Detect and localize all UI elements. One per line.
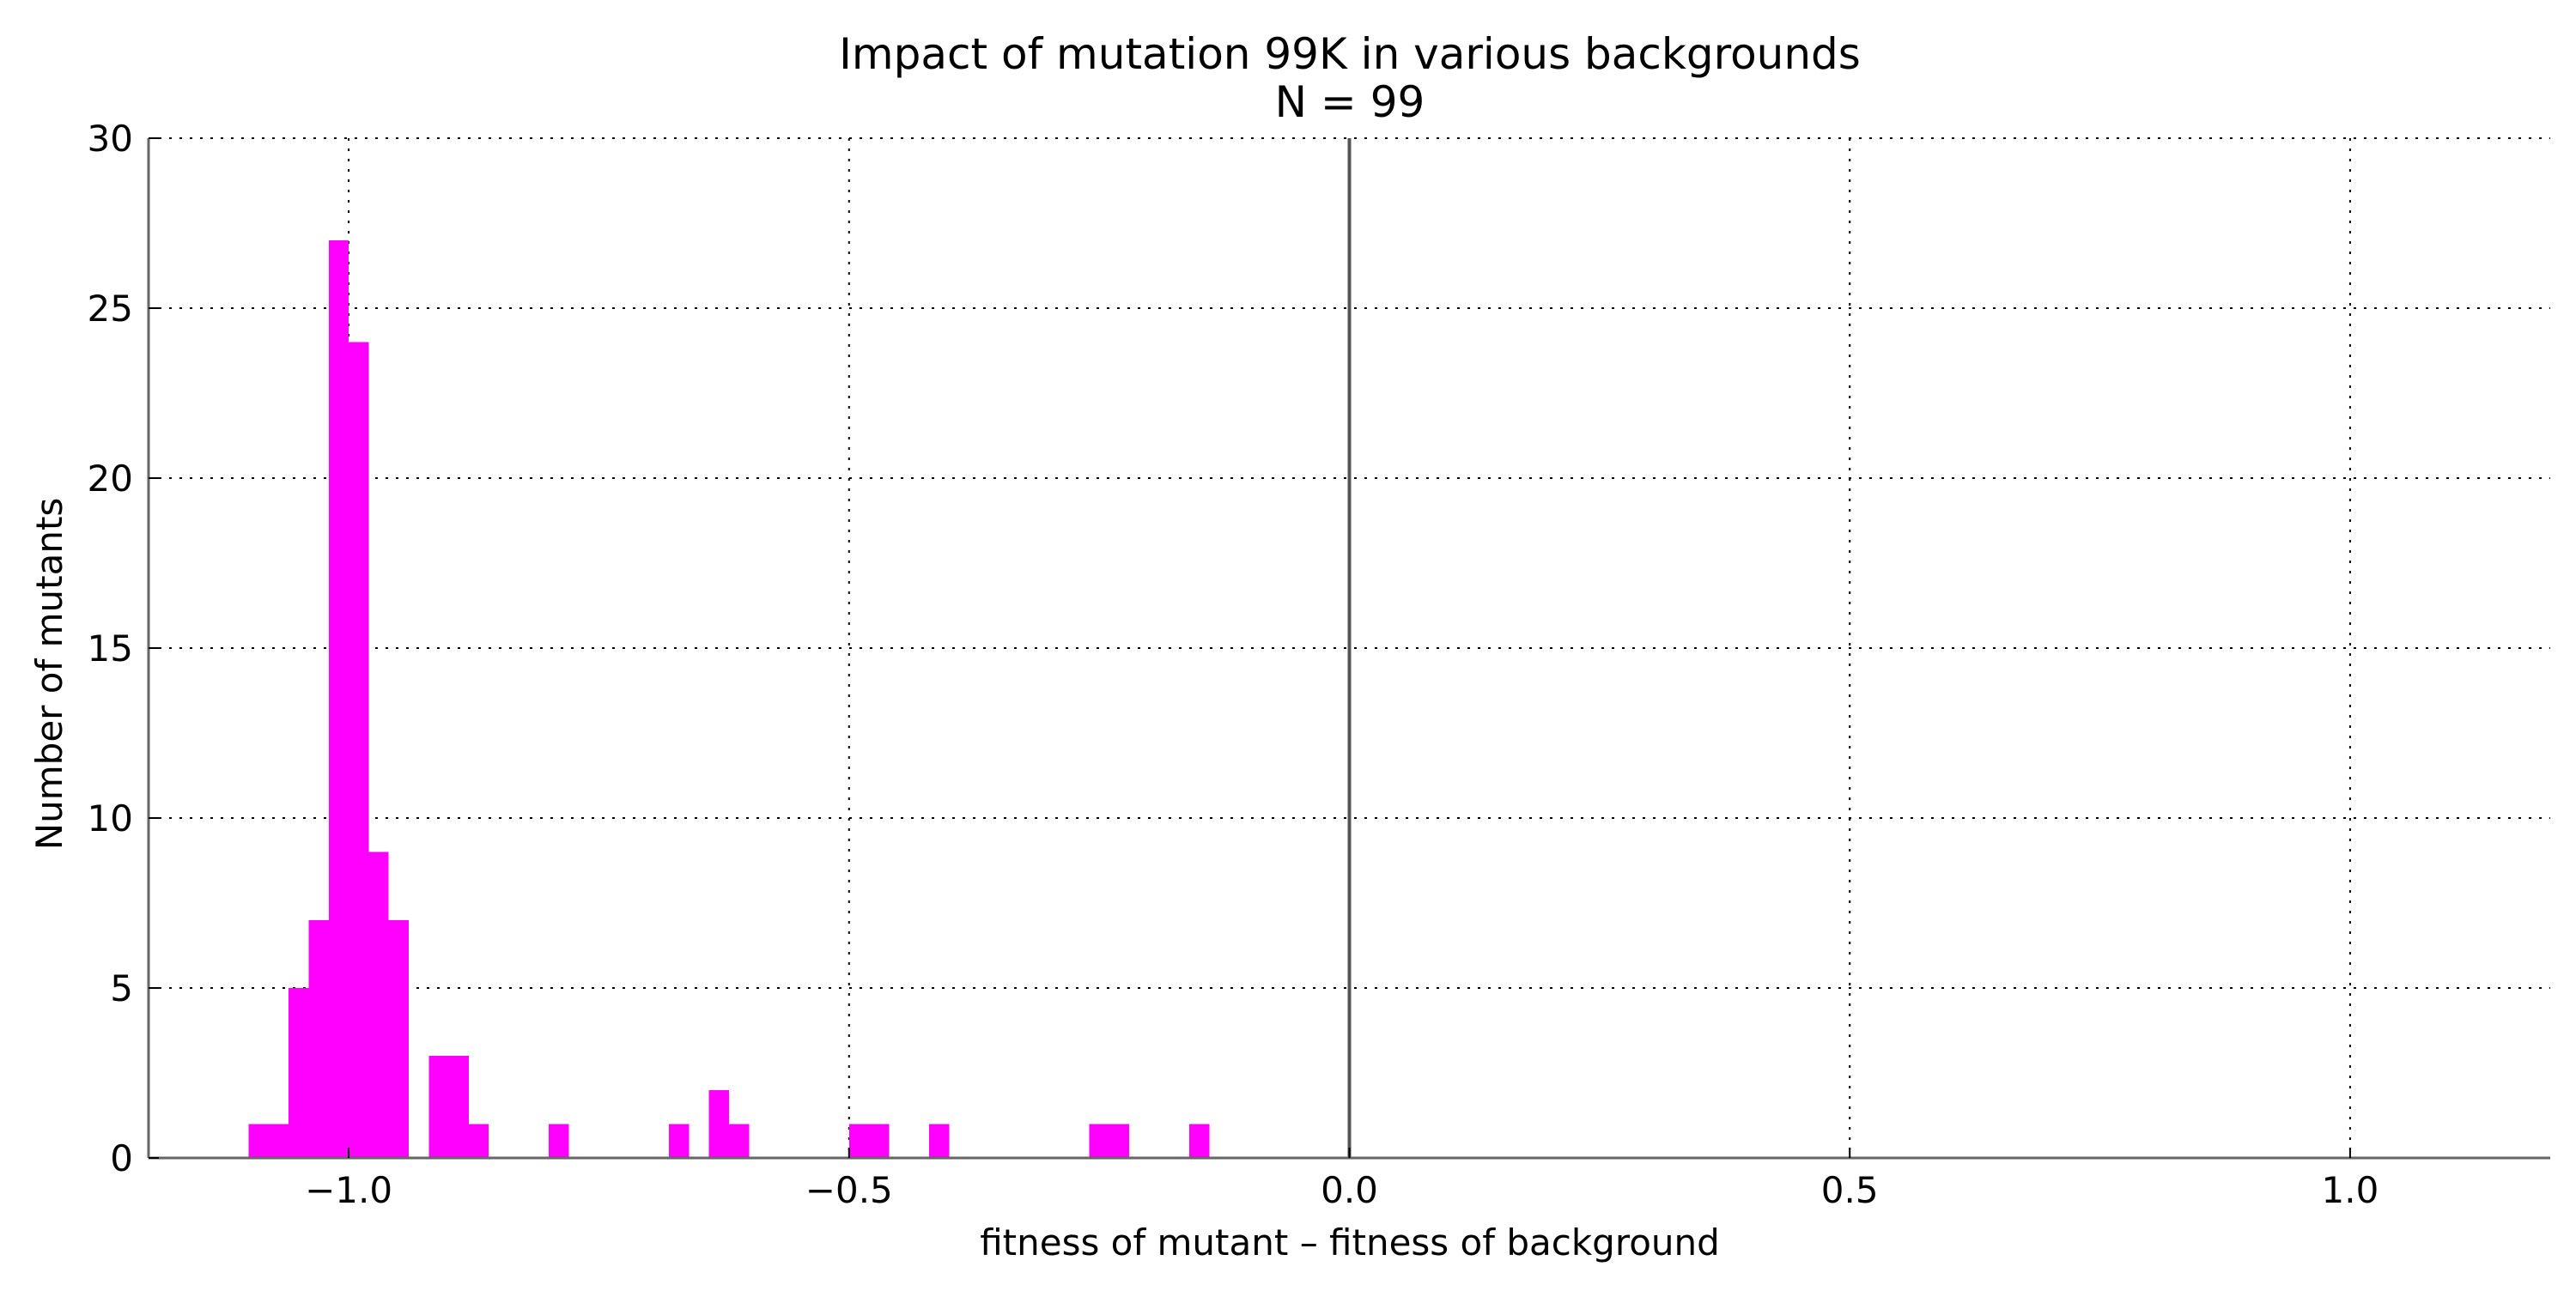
y-tick-label: 30 [88, 118, 133, 160]
x-tick-label: 1.0 [2322, 1169, 2379, 1211]
x-tick-label: 0.0 [1321, 1169, 1378, 1211]
chart-title: Impact of mutation 99K in various backgr… [839, 29, 1861, 79]
histogram-bar [328, 239, 349, 1158]
histogram-bar [428, 1056, 449, 1158]
histogram-bar [388, 919, 410, 1158]
y-tick-label: 25 [88, 288, 133, 330]
histogram-bar [1189, 1124, 1210, 1158]
histogram-bar [1089, 1124, 1109, 1158]
histogram-bar [468, 1124, 489, 1158]
histogram-bar [869, 1124, 890, 1158]
x-tick-label: 0.5 [1821, 1169, 1879, 1211]
histogram-bar [289, 988, 309, 1158]
histogram-bar [929, 1124, 950, 1158]
x-tick-label: −0.5 [805, 1169, 893, 1211]
histogram-bar [1109, 1124, 1130, 1158]
histogram-bar [708, 1089, 729, 1158]
y-tick-label: 15 [88, 627, 133, 670]
histogram-bar [268, 1124, 289, 1158]
x-axis-label: fitness of mutant – fitness of backgroun… [980, 1221, 1720, 1264]
histogram-bar [308, 919, 329, 1158]
y-tick-label: 0 [110, 1137, 133, 1179]
histogram-bar [349, 342, 369, 1159]
y-tick-label: 5 [110, 967, 133, 1009]
x-tick-label: −1.0 [305, 1169, 392, 1211]
histogram-bar [549, 1124, 569, 1158]
histogram-bar [448, 1056, 469, 1158]
histogram-bar [728, 1124, 750, 1158]
histogram-bar [248, 1124, 269, 1158]
chart-subtitle: N = 99 [1275, 77, 1425, 127]
histogram-bar [848, 1124, 870, 1158]
ticks-layer: −1.0 −0.5 0.0 0.5 1.0 0 5 10 15 20 25 30 [88, 118, 2379, 1211]
y-tick-label: 20 [88, 458, 133, 500]
histogram-bar [368, 852, 389, 1158]
histogram-bar [669, 1124, 690, 1158]
y-tick-label: 10 [88, 797, 133, 839]
y-axis-label: Number of mutants [28, 498, 70, 851]
bars-layer [248, 239, 1210, 1159]
